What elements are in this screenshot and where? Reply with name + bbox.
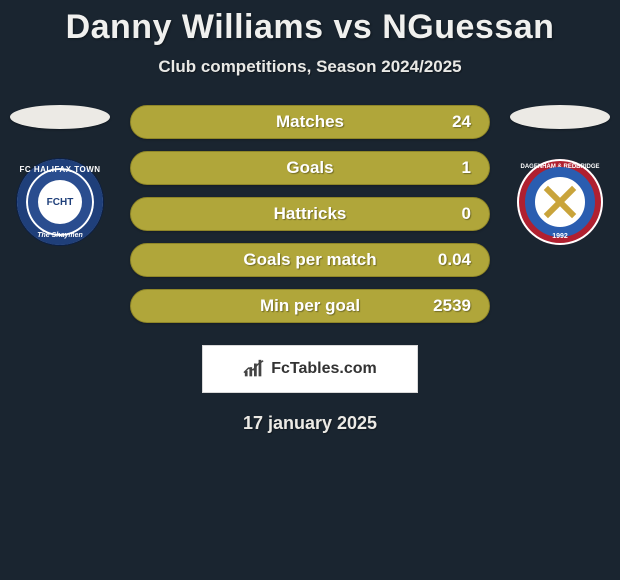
dag-bottom-text: 1992	[517, 233, 603, 240]
stat-label: Goals	[131, 158, 489, 178]
brand-label: FcTables.com	[271, 360, 377, 378]
right-club-badge: DAGENHAM & REDBRIDGE 1992	[517, 159, 603, 245]
subtitle: Club competitions, Season 2024/2025	[0, 57, 620, 77]
left-club-badge: FC HALIFAX TOWN FCHT The Shaymen	[17, 159, 103, 245]
brand-box[interactable]: FcTables.com	[202, 345, 418, 393]
date-label: 17 january 2025	[0, 413, 620, 434]
stat-row: Matches24	[130, 105, 490, 139]
left-oval	[10, 105, 110, 129]
halifax-top-text: FC HALIFAX TOWN	[17, 165, 103, 174]
left-side: FC HALIFAX TOWN FCHT The Shaymen	[10, 105, 110, 245]
stat-label: Goals per match	[131, 250, 489, 270]
hammers-icon	[540, 182, 580, 222]
stat-label: Matches	[131, 112, 489, 132]
right-side: DAGENHAM & REDBRIDGE 1992	[510, 105, 610, 245]
stat-row: Hattricks0	[130, 197, 490, 231]
stat-value: 0	[462, 204, 471, 224]
content-row: FC HALIFAX TOWN FCHT The Shaymen Matches…	[0, 105, 620, 335]
stat-row: Goals per match0.04	[130, 243, 490, 277]
halifax-bottom-text: The Shaymen	[17, 232, 103, 239]
stat-value: 1	[462, 158, 471, 178]
stat-row: Goals1	[130, 151, 490, 185]
right-oval	[510, 105, 610, 129]
stat-value: 0.04	[438, 250, 471, 270]
stat-value: 2539	[433, 296, 471, 316]
page-title: Danny Williams vs NGuessan	[0, 8, 620, 47]
dag-ring	[525, 167, 595, 237]
stat-value: 24	[452, 112, 471, 132]
stat-label: Hattricks	[131, 204, 489, 224]
brand-chart-icon	[243, 359, 265, 379]
stat-row: Min per goal2539	[130, 289, 490, 323]
comparison-card: Danny Williams vs NGuessan Club competit…	[0, 0, 620, 434]
stats-list: Matches24 Goals1 Hattricks0 Goals per match…	[110, 105, 510, 335]
